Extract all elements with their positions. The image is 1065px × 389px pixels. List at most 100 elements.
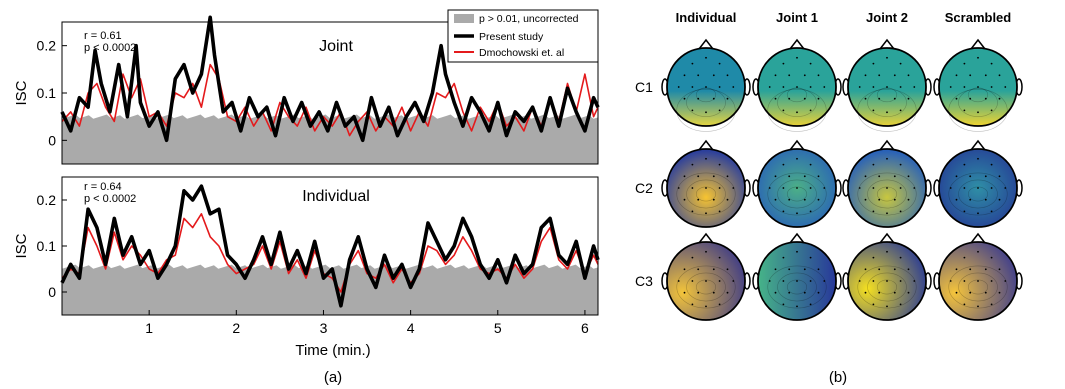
- electrode: [823, 86, 826, 88]
- electrode: [977, 157, 979, 160]
- electrode: [712, 268, 715, 271]
- x-tick-label: 6: [581, 320, 589, 336]
- electrode: [886, 157, 888, 160]
- contour: [857, 265, 917, 309]
- electrode: [1004, 280, 1007, 282]
- contour: [857, 172, 917, 216]
- contour: [967, 186, 989, 202]
- electrode: [899, 86, 902, 88]
- contour: [867, 179, 907, 209]
- electrode: [697, 291, 700, 294]
- electrode: [899, 163, 902, 166]
- electrode: [817, 175, 820, 178]
- electrode: [705, 280, 707, 282]
- electrode: [718, 210, 721, 213]
- electrode: [872, 210, 875, 213]
- electrode: [774, 97, 777, 100]
- panel-label-a: (a): [324, 369, 342, 386]
- electrode: [691, 86, 694, 88]
- electrode: [782, 163, 785, 166]
- electrode: [990, 62, 993, 65]
- nose: [879, 232, 895, 244]
- contour: [686, 272, 726, 302]
- electrode: [977, 56, 979, 59]
- electrode: [977, 212, 979, 215]
- electrode: [782, 303, 785, 306]
- electrode: [949, 187, 952, 189]
- electrode: [803, 291, 806, 294]
- electrode: [878, 198, 881, 201]
- electrode: [969, 97, 972, 100]
- electrode: [823, 187, 826, 189]
- electrode: [726, 291, 729, 294]
- electrode: [712, 291, 715, 294]
- contour: [876, 186, 898, 202]
- electrode: [878, 74, 881, 77]
- electrode: [864, 291, 867, 294]
- electrode: [1004, 187, 1007, 189]
- electrode: [955, 74, 958, 77]
- electrode: [718, 256, 721, 259]
- electrode: [705, 250, 707, 253]
- electrode: [718, 62, 721, 65]
- electrode: [683, 268, 686, 271]
- electrode: [893, 198, 896, 201]
- electrode: [872, 86, 875, 88]
- electrode: [823, 280, 826, 282]
- y-axis-label-joint: ISC: [13, 80, 30, 105]
- electrode: [998, 291, 1001, 294]
- topomap-grid: Individual Joint 1 Joint 2 Scrambled C1 C2 C3: [635, 10, 1023, 321]
- electrode: [803, 268, 806, 271]
- electrode: [705, 157, 707, 160]
- topomap-c2-joint-1: [752, 139, 842, 228]
- topomap-c2-individual: [661, 139, 751, 228]
- electrode: [969, 175, 972, 178]
- electrode: [977, 111, 979, 114]
- electrode: [817, 97, 820, 100]
- contour: [876, 279, 898, 295]
- electrode: [774, 198, 777, 201]
- electrode: [803, 74, 806, 77]
- nose: [879, 38, 895, 50]
- electrode: [864, 198, 867, 201]
- electrode: [718, 303, 721, 306]
- electrode: [878, 268, 881, 271]
- electrode: [858, 86, 861, 88]
- electrode: [726, 97, 729, 100]
- x-tick-label: 4: [407, 320, 415, 336]
- x-tick-label: 2: [232, 320, 240, 336]
- topomap-c3-joint-2: [842, 232, 932, 321]
- y-tick-label: 0.1: [37, 238, 57, 254]
- electrode: [796, 86, 798, 88]
- electrode: [998, 268, 1001, 271]
- electrode: [899, 303, 902, 306]
- electrode: [691, 62, 694, 65]
- electrode: [677, 86, 680, 88]
- electrode: [691, 163, 694, 166]
- electrode: [990, 109, 993, 112]
- chart-title-individual: Individual: [302, 188, 370, 205]
- electrode: [788, 175, 791, 178]
- electrode: [955, 198, 958, 201]
- contour: [967, 279, 989, 295]
- topomap-column-header: Scrambled: [945, 10, 1012, 25]
- nose: [970, 38, 986, 50]
- electrode: [977, 305, 979, 308]
- electrode: [782, 210, 785, 213]
- electrode: [984, 291, 987, 294]
- contour: [777, 272, 817, 302]
- electrode: [705, 86, 707, 88]
- electrode: [705, 212, 707, 215]
- electrode: [864, 74, 867, 77]
- electrode: [878, 175, 881, 178]
- y-axis-label-individual: ISC: [13, 233, 30, 258]
- electrode: [788, 74, 791, 77]
- topomap-column-header: Joint 2: [866, 10, 908, 25]
- electrode: [705, 111, 707, 114]
- electrode: [990, 187, 993, 189]
- x-axis-label: Time (min.): [295, 342, 370, 359]
- electrode: [872, 187, 875, 189]
- electrode: [803, 198, 806, 201]
- electrode: [977, 187, 979, 189]
- electrode: [796, 187, 798, 189]
